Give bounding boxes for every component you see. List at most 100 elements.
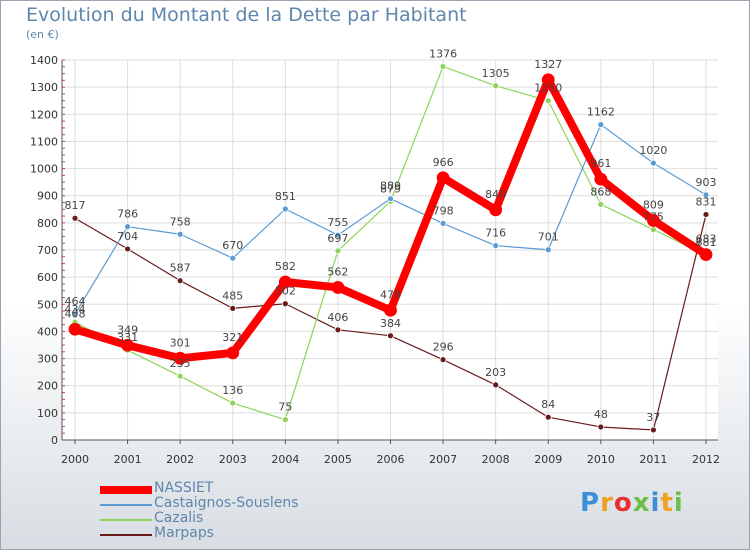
data-label-castaignos-souslens: 851 <box>275 190 296 203</box>
x-tick-label: 2003 <box>219 453 247 466</box>
data-point-castaignos-souslens <box>229 254 237 262</box>
data-point-cazalis <box>281 416 289 424</box>
data-label-cazalis: 1376 <box>429 48 457 61</box>
data-label-castaignos-souslens: 755 <box>327 216 348 229</box>
data-point-cazalis <box>597 200 605 208</box>
logo-letter: r <box>600 488 614 518</box>
y-tick-label: 1200 <box>30 108 58 121</box>
x-tick-label: 2010 <box>587 453 615 466</box>
data-label-marpaps: 37 <box>646 411 660 424</box>
y-tick-label: 100 <box>37 407 58 420</box>
data-label-marpaps: 704 <box>117 230 138 243</box>
data-label-marpaps: 384 <box>380 317 401 330</box>
legend-label: NASSIET <box>154 480 214 496</box>
x-tick-label: 2007 <box>429 453 457 466</box>
data-label-castaignos-souslens: 464 <box>65 295 86 308</box>
data-point-castaignos-souslens <box>124 223 131 231</box>
data-point-nassiet <box>173 351 187 365</box>
data-point-nassiet <box>278 275 292 289</box>
data-label-cazalis: 235 <box>170 357 191 370</box>
data-point-cazalis <box>176 372 184 380</box>
logo-letter: P <box>580 488 601 518</box>
data-label-nassiet: 683 <box>696 233 717 246</box>
data-label-cazalis: 697 <box>327 232 348 245</box>
data-label-marpaps: 817 <box>65 199 86 212</box>
data-point-nassiet <box>647 214 660 227</box>
data-label-nassiet: 809 <box>643 198 664 211</box>
x-tick-label: 2005 <box>324 453 352 466</box>
y-tick-label: 400 <box>37 325 58 338</box>
y-tick-label: 1100 <box>30 135 58 148</box>
data-point-nassiet <box>489 203 503 217</box>
y-tick-label: 1300 <box>30 81 58 94</box>
data-point-marpaps <box>334 326 342 334</box>
data-point-castaignos-souslens <box>544 246 552 254</box>
data-point-nassiet <box>226 346 240 360</box>
data-label-nassiet: 562 <box>327 265 348 278</box>
data-point-nassiet <box>436 171 450 185</box>
data-point-marpaps <box>597 423 605 431</box>
y-tick-label: 200 <box>37 380 58 393</box>
data-label-nassiet: 966 <box>433 156 454 169</box>
data-label-cazalis: 75 <box>278 401 292 414</box>
legend-swatch <box>100 534 152 536</box>
x-tick-label: 2001 <box>114 453 142 466</box>
data-label-castaignos-souslens: 786 <box>117 208 138 221</box>
y-tick-label: 1400 <box>30 54 58 67</box>
data-label-castaignos-souslens: 1162 <box>587 106 615 119</box>
data-point-marpaps <box>544 413 552 421</box>
data-label-castaignos-souslens: 798 <box>433 204 454 217</box>
data-label-nassiet: 582 <box>275 260 296 273</box>
logo-letter: i <box>673 488 684 518</box>
data-point-cazalis <box>650 226 657 234</box>
data-point-nassiet <box>68 322 82 336</box>
chart-subtitle: (en €) <box>26 28 59 41</box>
data-point-castaignos-souslens <box>597 121 605 128</box>
data-label-cazalis: 681 <box>696 236 717 249</box>
legend-swatch <box>100 519 152 521</box>
data-point-nassiet <box>594 172 608 186</box>
data-point-castaignos-souslens <box>71 310 79 318</box>
data-label-castaignos-souslens: 758 <box>170 215 191 228</box>
data-label-nassiet: 961 <box>590 157 611 170</box>
data-label-nassiet: 478 <box>380 288 401 301</box>
legend-swatch <box>100 486 152 494</box>
data-label-marpaps: 296 <box>433 341 454 354</box>
legend-label: Castaignos-Souslens <box>154 495 299 511</box>
logo-letter: x <box>632 488 651 518</box>
data-label-cazalis: 868 <box>590 185 611 198</box>
x-tick-label: 2011 <box>639 453 667 466</box>
data-label-cazalis: 136 <box>222 384 243 397</box>
data-label-castaignos-souslens: 903 <box>696 176 717 189</box>
y-tick-label: 0 <box>51 434 58 447</box>
data-point-cazalis <box>544 97 552 105</box>
x-tick-label: 2012 <box>692 453 720 466</box>
data-point-castaignos-souslens <box>702 191 710 199</box>
data-label-cazalis: 331 <box>117 331 138 344</box>
proxiti-logo: Proxiti <box>580 488 684 518</box>
data-point-castaignos-souslens <box>281 205 289 213</box>
legend-swatch <box>100 504 152 506</box>
data-label-marpaps: 485 <box>222 289 243 302</box>
data-point-nassiet <box>331 281 345 294</box>
data-label-marpaps: 406 <box>327 311 348 324</box>
data-label-castaignos-souslens: 670 <box>222 239 243 252</box>
y-tick-label: 300 <box>37 353 58 366</box>
data-label-nassiet: 349 <box>117 323 138 336</box>
x-tick-label: 2002 <box>166 453 194 466</box>
y-tick-label: 500 <box>37 298 58 311</box>
data-point-nassiet <box>384 303 397 317</box>
data-point-castaignos-souslens <box>650 159 657 167</box>
data-point-nassiet <box>541 73 555 87</box>
y-tick-label: 900 <box>37 190 58 203</box>
data-label-nassiet: 301 <box>170 336 191 349</box>
data-label-marpaps: 84 <box>541 398 555 411</box>
legend-label: Marpaps <box>154 525 215 541</box>
data-label-nassiet: 848 <box>485 188 506 201</box>
data-point-marpaps <box>439 356 447 364</box>
data-label-marpaps: 203 <box>485 366 506 379</box>
data-label-nassiet: 321 <box>222 331 243 344</box>
data-point-castaignos-souslens <box>439 219 447 227</box>
data-label-cazalis: 434 <box>65 303 86 316</box>
data-label-castaignos-souslens: 1020 <box>639 144 667 157</box>
